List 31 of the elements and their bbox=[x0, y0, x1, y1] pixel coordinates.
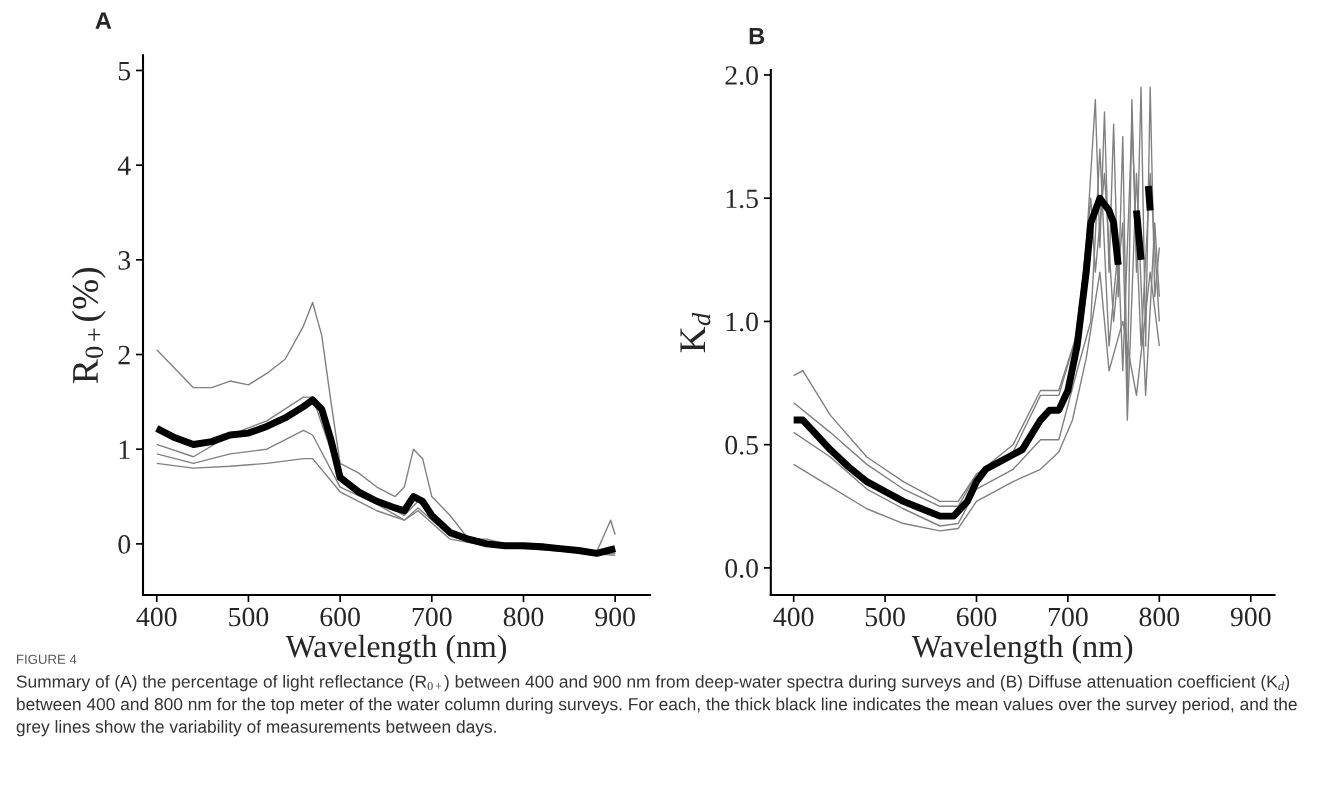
x-tick-label: 600 bbox=[320, 607, 360, 627]
x-tick-label: 400 bbox=[136, 607, 177, 627]
x-tick-label: 900 bbox=[595, 607, 635, 627]
x-tick-label: 900 bbox=[1230, 607, 1271, 627]
chart-title: A bbox=[95, 12, 112, 29]
chart-title: B bbox=[749, 27, 765, 45]
x-axis-title: Wavelength (nm) bbox=[911, 634, 1133, 664]
y-tick-label: 0 bbox=[118, 535, 131, 554]
y-tick-label: 0.0 bbox=[725, 559, 758, 578]
y-tick-label: 0.5 bbox=[725, 435, 758, 455]
text: Summary of (A) the percentage of light reflectance (R$_{0+}$) between 400 and 900 nm from deep-water spectra during surveys and (B) Diffuse attenuation coefficient (K$_{d}$) between 400 and 800 nm for the top meter of the water column during surveys. For each, the thick black line indicates the mean values over the survey period, and the grey lines show the variability of measurements between days. bbox=[16, 675, 1297, 737]
x-tick-label: 800 bbox=[503, 607, 544, 627]
x-tick-label: 500 bbox=[229, 607, 269, 627]
y-axis-title: K$_{d}$ bbox=[680, 312, 711, 353]
x-tick-label: 700 bbox=[412, 607, 452, 627]
x-tick-label: 800 bbox=[1139, 607, 1180, 627]
y-tick-label: 4 bbox=[117, 156, 131, 175]
y-tick-label: 5 bbox=[118, 61, 131, 81]
x-tick-label: 400 bbox=[773, 607, 814, 627]
y-tick-label: 2.0 bbox=[725, 66, 758, 86]
x-tick-label: 500 bbox=[865, 607, 905, 627]
x-axis-title: Wavelength (nm) bbox=[285, 634, 507, 664]
y-tick-label: 1.5 bbox=[726, 189, 758, 209]
y-tick-label: 1 bbox=[119, 440, 130, 459]
y-axis-title: R$_{0+}$(%) bbox=[71, 267, 106, 384]
y-tick-label: 1.0 bbox=[726, 312, 758, 332]
x-tick-label: 600 bbox=[956, 607, 997, 627]
y-tick-label: 3 bbox=[118, 251, 131, 270]
caption: FIGURE 4 bbox=[17, 654, 77, 664]
y-tick-label: 2 bbox=[118, 345, 130, 365]
x-tick-label: 700 bbox=[1048, 607, 1088, 627]
